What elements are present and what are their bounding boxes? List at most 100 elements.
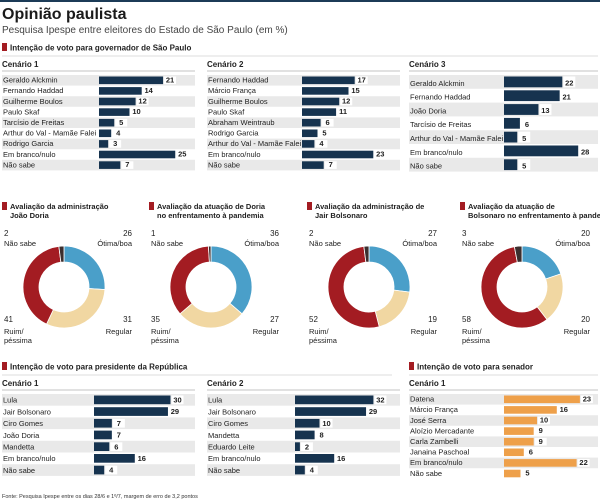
gov-c2-category-label: Abraham Weintraub [208,118,275,127]
gov-c2-bar [302,129,318,138]
gov-c1-bar [99,108,130,116]
donut-bolsonaro-pandemic-slice [480,246,548,329]
gov-c2-bar [302,140,315,148]
sen-c1-row-shade [409,415,598,426]
donut-bolsonaro-pandemic-marker [460,202,465,210]
donut-doria-pandemic-category-label: Regular [253,327,280,336]
donut-bolsonaro-pandemic-category-label: Ruim/ [462,327,483,336]
pres-c1-value-label: 29 [171,407,179,416]
donut-doria-pandemic-marker [149,202,154,210]
pres-c1-bar [94,430,112,440]
sen-c1-value-box [557,406,570,414]
donut-bolsonaro-pandemic-value-label: 20 [581,315,590,324]
gov-c1-value-label: 4 [116,128,121,137]
gov-c3-title: Cenário 3 [409,60,446,69]
donut-doria-admin-category-label: Não sabe [4,239,36,248]
gov-c1-row-shade [2,159,195,171]
gov-c1-category-label: Não sabe [3,160,35,169]
donut-bolsonaro-pandemic-title-line: Bolsonaro no enfrentamento à pandemia [468,211,600,220]
sen-c1-value-label: 9 [539,437,543,446]
gov-c2-value-box [374,150,387,159]
gov-c2-bar [302,161,324,169]
sen-c1-value-label: 6 [529,447,533,456]
pres-c1-category-label: Lula [3,396,18,405]
donut-doria-pandemic-slice [169,245,210,315]
donut-bolsonaro-pandemic-category-label: Não sabe [462,239,494,248]
sen-c1-category-label: Não sabe [410,469,442,478]
page-title: Opinião paulista [2,6,127,23]
gov-c3-bar [504,76,563,88]
sen-c1-category-label: José Serra [410,416,447,425]
pres-c1-category-label: Não sabe [3,466,35,475]
sen-c1-category-label: Janaina Paschoal [410,448,470,457]
gov-c3-bar [504,117,520,129]
gov-c1-category-label: Arthur do Val - Mamãe Falei [3,129,97,138]
sen-c1-value-box [580,395,593,404]
pres-c2-category-label: Não sabe [208,466,240,475]
donut-bolsonaro-admin-marker [307,202,312,210]
gov-c1-value-label: 7 [125,160,129,169]
gov-c3-category-label: Não sabe [410,162,442,171]
pres-c1-value-box [171,395,184,405]
donut-bolsonaro-admin-slice [363,245,370,263]
sen-c1-value-label: 16 [560,405,568,414]
section-president-title: Intenção de voto para presidente da Repú… [10,363,188,372]
donut-doria-admin-title-line: João Doria [10,211,50,220]
pres-c1-value-label: 30 [173,396,181,405]
gov-c1-value-label: 25 [178,150,186,159]
gov-c2-value-label: 11 [339,107,347,116]
gov-c1-value-box [130,108,143,116]
pres-c1-category-label: Mandetta [3,443,35,452]
donut-bolsonaro-admin-category-label: péssima [309,336,338,345]
gov-c1-category-label: Em branco/nulo [3,150,56,159]
pres-c2-value-label: 8 [320,431,324,440]
pres-c1-value-box [135,454,148,463]
gov-c1-row-shade [2,117,195,128]
pres-c1-category-label: Em branco/nulo [3,454,56,463]
gov-c1-value-box [136,97,149,106]
sen-c1-bar [504,437,534,446]
pres-c1-value-box [105,465,118,475]
gov-c3-category-label: João Doria [410,106,447,115]
pres-c2-value-box [335,454,348,463]
gov-c2-value-label: 6 [326,118,330,127]
donut-bolsonaro-pandemic-value-label: 58 [462,315,471,324]
gov-c3-value-label: 5 [522,161,526,170]
gov-c2-category-label: Em branco/nulo [208,150,261,159]
donut-bolsonaro-pandemic-value-label: 20 [581,229,590,238]
gov-c1-value-box [176,150,189,159]
section-governor-title: Intenção de voto para governador de São … [10,44,191,53]
gov-c2-value-box [318,129,331,138]
pres-c2-value-box [305,465,318,475]
pres-c2-value-label: 29 [369,407,377,416]
gov-c2-bar [302,118,321,127]
gov-c1-bar [99,76,164,85]
gov-c2-category-label: Márcio França [208,86,257,95]
pres-c2-bar [295,395,374,405]
gov-c1-row-shade [2,138,195,150]
sen-c1-value-box [577,459,590,467]
gov-c3-bar [504,90,560,102]
gov-c3-bar [504,145,579,157]
gov-c1-category-label: Paulo Skaf [3,107,40,116]
sen-c1-bar [504,406,557,414]
gov-c2-value-box [349,87,362,95]
donut-doria-pandemic-category-label: péssima [151,336,180,345]
gov-c3-category-label: Tarcísio de Freitas [410,120,472,129]
pres-c2-value-label: 16 [337,454,345,463]
pres-c1-title: Cenário 1 [2,379,39,388]
donut-doria-admin-category-label: Ruim/ [4,327,25,336]
donut-doria-admin-marker [2,202,7,210]
donut-doria-pandemic-category-label: Ruim/ [151,327,172,336]
pres-c1-value-label: 6 [114,442,118,451]
donut-bolsonaro-pandemic-value-label: 3 [462,229,467,238]
donut-bolsonaro-admin-category-label: Ótima/boa [402,239,437,248]
gov-c1-title: Cenário 1 [2,60,39,69]
section-senator-title: Intenção de voto para senador [417,363,533,372]
sen-c1-category-label: Carla Zambelli [410,437,459,446]
gov-c2-value-box [321,118,334,127]
gov-c3-value-box [518,159,531,171]
sen-c1-category-label: Em branco/nulo [410,458,463,467]
sen-c1-bar [504,427,534,435]
donut-bolsonaro-admin-slice [368,245,411,293]
